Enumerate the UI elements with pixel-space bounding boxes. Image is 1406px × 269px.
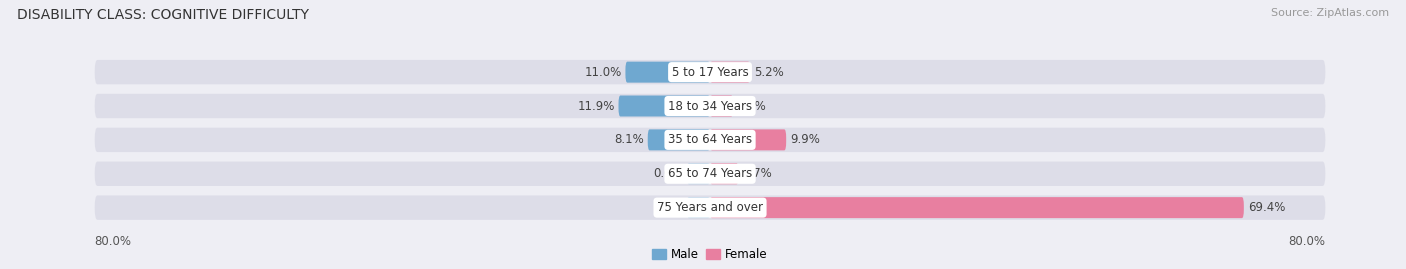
Text: DISABILITY CLASS: COGNITIVE DIFFICULTY: DISABILITY CLASS: COGNITIVE DIFFICULTY	[17, 8, 309, 22]
FancyBboxPatch shape	[710, 62, 749, 83]
FancyBboxPatch shape	[94, 128, 1326, 152]
Text: Source: ZipAtlas.com: Source: ZipAtlas.com	[1271, 8, 1389, 18]
FancyBboxPatch shape	[688, 197, 710, 218]
Text: 0.0%: 0.0%	[654, 167, 683, 180]
FancyBboxPatch shape	[619, 95, 710, 116]
Text: 11.0%: 11.0%	[585, 66, 621, 79]
Text: 3.7%: 3.7%	[742, 167, 772, 180]
Text: 0.0%: 0.0%	[654, 201, 683, 214]
FancyBboxPatch shape	[710, 163, 738, 184]
FancyBboxPatch shape	[710, 129, 786, 150]
FancyBboxPatch shape	[626, 62, 710, 83]
FancyBboxPatch shape	[710, 95, 733, 116]
Text: 11.9%: 11.9%	[578, 100, 614, 112]
Text: 8.1%: 8.1%	[614, 133, 644, 146]
FancyBboxPatch shape	[94, 162, 1326, 186]
Text: 5 to 17 Years: 5 to 17 Years	[672, 66, 748, 79]
FancyBboxPatch shape	[688, 163, 710, 184]
FancyBboxPatch shape	[710, 197, 1244, 218]
Text: 35 to 64 Years: 35 to 64 Years	[668, 133, 752, 146]
Text: 5.2%: 5.2%	[754, 66, 783, 79]
Text: 80.0%: 80.0%	[94, 235, 132, 248]
FancyBboxPatch shape	[94, 60, 1326, 84]
Text: 69.4%: 69.4%	[1247, 201, 1285, 214]
FancyBboxPatch shape	[648, 129, 710, 150]
FancyBboxPatch shape	[94, 94, 1326, 118]
Text: 75 Years and over: 75 Years and over	[657, 201, 763, 214]
Text: 80.0%: 80.0%	[1288, 235, 1326, 248]
Text: 1.8%: 1.8%	[737, 100, 766, 112]
Text: 9.9%: 9.9%	[790, 133, 820, 146]
FancyBboxPatch shape	[94, 196, 1326, 220]
Legend: Male, Female: Male, Female	[648, 243, 772, 266]
Text: 18 to 34 Years: 18 to 34 Years	[668, 100, 752, 112]
Text: 65 to 74 Years: 65 to 74 Years	[668, 167, 752, 180]
